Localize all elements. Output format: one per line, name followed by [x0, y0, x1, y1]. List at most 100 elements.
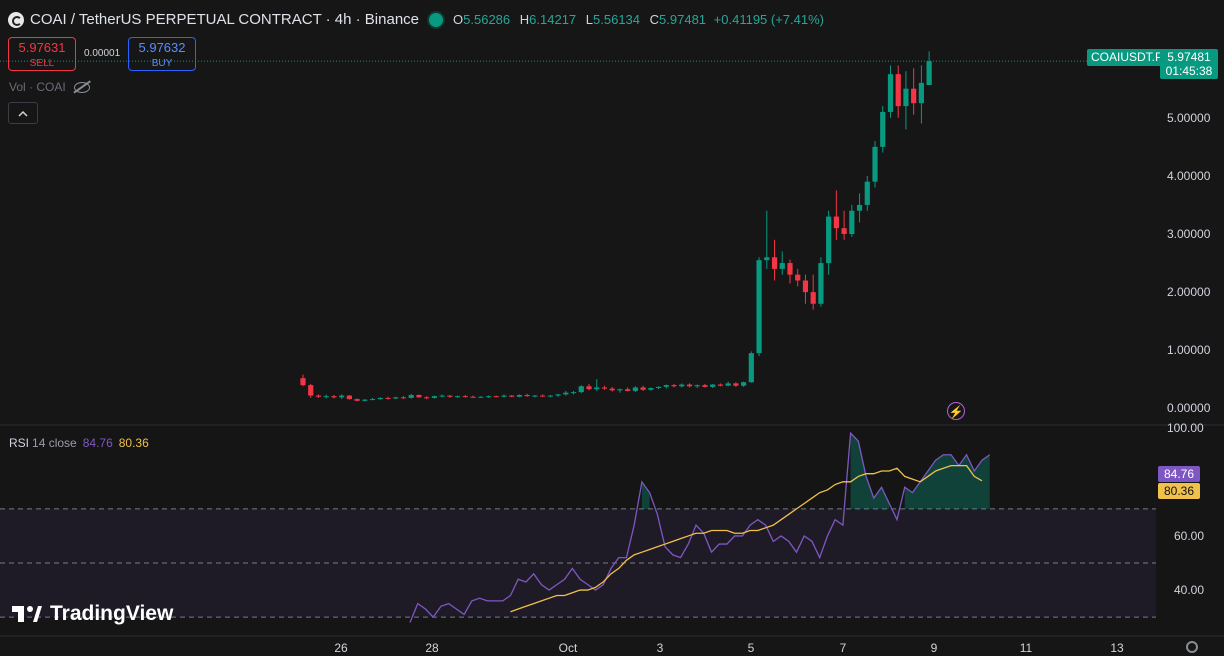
candle: [826, 210, 832, 275]
candle: [880, 106, 886, 153]
candle: [818, 257, 824, 307]
eye-hidden-icon[interactable]: [73, 81, 90, 93]
candle-body: [625, 389, 631, 391]
buy-label: BUY: [151, 58, 173, 69]
rsi-legend[interactable]: RSI 14 close 84.76 80.36: [9, 436, 149, 450]
candle: [733, 382, 739, 387]
candle: [686, 383, 693, 388]
candle: [470, 395, 476, 398]
candle-body: [493, 396, 499, 398]
coin-logo-icon: [8, 11, 24, 28]
candle: [424, 396, 430, 400]
candle-body: [849, 210, 855, 234]
candle: [540, 394, 546, 397]
candle-body: [408, 395, 414, 398]
candle-body: [686, 384, 693, 387]
candle-body: [632, 387, 638, 391]
candle: [640, 385, 646, 391]
time-axis-label: Oct: [558, 641, 578, 655]
time-axis-label: 28: [425, 641, 439, 655]
candle-body: [655, 386, 662, 389]
candle-body: [300, 378, 306, 386]
lightning-icon[interactable]: ⚡: [947, 402, 965, 420]
candle-body: [431, 396, 438, 398]
candle: [872, 141, 878, 188]
candle-body: [895, 74, 901, 107]
candle: [748, 351, 754, 383]
candle-body: [872, 146, 878, 182]
price-axis-label: 0.00000: [1167, 401, 1211, 416]
time-axis-label: 5: [747, 641, 755, 655]
candle-body: [346, 395, 352, 400]
rsi-ma-line: [510, 464, 983, 613]
symbol-price-tag: COAIUSDT.P: [1087, 49, 1168, 66]
candle: [400, 396, 407, 400]
candle-body: [485, 396, 492, 398]
candle: [439, 394, 445, 398]
candle: [408, 393, 414, 399]
candle-body: [532, 395, 538, 397]
ohlc-values: O5.56286 H6.14217 L5.56134 C5.97481 +0.4…: [453, 12, 824, 27]
candle: [694, 384, 700, 389]
candle: [594, 379, 600, 391]
candle-body: [308, 385, 314, 396]
price-axis-label: 5.00000: [1167, 110, 1211, 125]
rsi-line: [409, 431, 991, 623]
brand-name: TradingView: [50, 602, 174, 625]
candle-body: [856, 204, 863, 211]
settings-icon[interactable]: [1186, 641, 1198, 653]
rsi-overbought-fill: [641, 481, 650, 509]
time-axis-label: 7: [839, 641, 847, 655]
candle: [570, 390, 577, 395]
candle-body: [725, 383, 731, 386]
candle: [802, 274, 809, 304]
time-axis-label: 3: [656, 641, 664, 655]
candle: [795, 268, 801, 287]
candle-body: [764, 257, 770, 261]
sell-button[interactable]: 5.97631 SELL: [8, 37, 76, 71]
candle: [501, 394, 507, 398]
candle: [331, 395, 337, 399]
candle-body: [741, 382, 747, 386]
rsi-ma-value: 80.36: [118, 436, 149, 450]
candle: [524, 393, 530, 397]
price-axis-label: 2.00000: [1167, 285, 1211, 300]
rsi-ma-value-tag: 80.36: [1158, 483, 1200, 499]
candle-body: [694, 385, 700, 387]
rsi-name: RSI: [9, 436, 30, 450]
sell-price: 5.97631: [18, 40, 66, 55]
collapse-legend-button[interactable]: [8, 102, 38, 124]
volume-legend[interactable]: Vol · COAI: [9, 80, 90, 94]
candle: [354, 398, 360, 402]
candle: [555, 393, 561, 397]
last-price: 5.97481: [1167, 50, 1211, 64]
candle: [779, 251, 785, 275]
market-status-icon[interactable]: [429, 12, 444, 27]
candle: [787, 259, 793, 284]
candle-body: [416, 395, 422, 398]
candle-body: [393, 397, 399, 399]
candle: [903, 71, 909, 130]
candle-body: [880, 111, 886, 147]
rsi-params: 14 close: [32, 436, 77, 450]
chart-legend: COAI / TetherUS PERPETUAL CONTRACT · 4h …: [8, 11, 824, 28]
candle-body: [524, 395, 530, 397]
candle: [617, 388, 623, 393]
candle-body: [547, 395, 553, 397]
bar-countdown: 01:45:38: [1165, 64, 1213, 78]
rsi-axis-label: 100.00: [1167, 420, 1204, 435]
buy-button[interactable]: 5.97632 BUY: [128, 37, 196, 71]
candle-body: [369, 399, 376, 401]
candle-body: [362, 399, 368, 401]
candle-body: [385, 397, 391, 399]
candle-body: [447, 395, 453, 397]
spread-value: 0.00001: [84, 48, 121, 59]
candle-body: [501, 395, 507, 397]
candle-body: [377, 397, 383, 400]
candle-body: [555, 394, 561, 396]
tradingview-mark-icon: [12, 606, 42, 622]
candle-body: [617, 389, 623, 391]
candle: [632, 386, 638, 393]
candle-body: [563, 392, 569, 395]
